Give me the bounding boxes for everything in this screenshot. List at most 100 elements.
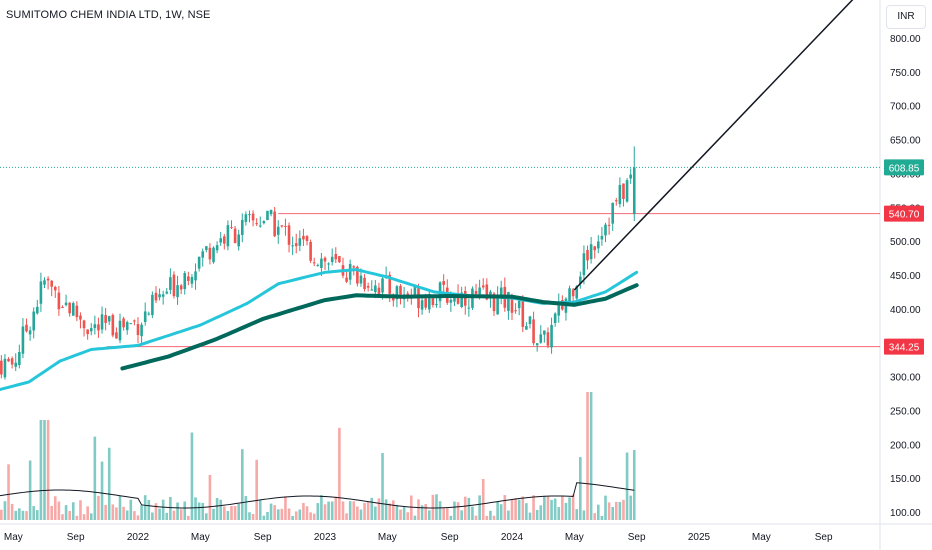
candle-body bbox=[280, 225, 284, 227]
volume-bar bbox=[327, 501, 330, 520]
volume-bar bbox=[294, 511, 298, 520]
volume-bar bbox=[413, 515, 417, 520]
volume-bar bbox=[449, 515, 453, 520]
candle-body bbox=[352, 266, 356, 268]
candle-body bbox=[71, 303, 75, 316]
candle-body bbox=[474, 291, 478, 294]
candle-body bbox=[575, 286, 579, 299]
candle-body bbox=[251, 213, 255, 221]
volume-bar bbox=[104, 504, 107, 520]
volume-bar bbox=[233, 506, 237, 520]
trendline[interactable] bbox=[573, 0, 855, 291]
candle-body bbox=[593, 246, 597, 251]
candle-body bbox=[366, 285, 370, 288]
volume-bar bbox=[377, 498, 381, 520]
volume-bar bbox=[586, 392, 589, 520]
volume-bar bbox=[359, 509, 363, 520]
volume-bar bbox=[161, 499, 165, 520]
candle-body bbox=[10, 358, 14, 365]
volume-bar bbox=[467, 497, 471, 520]
volume-bar bbox=[496, 501, 499, 520]
candle-body bbox=[427, 294, 431, 310]
volume-bar bbox=[57, 501, 61, 520]
candle-body bbox=[618, 184, 622, 205]
time-tick-label: May bbox=[378, 532, 397, 543]
volume-moving-average bbox=[0, 482, 635, 509]
volume-bar bbox=[625, 452, 629, 520]
volume-bar bbox=[481, 479, 485, 520]
volume-bar bbox=[71, 502, 75, 520]
candles bbox=[0, 146, 636, 380]
volume-bar bbox=[7, 464, 10, 520]
price-tick-label: 100.00 bbox=[890, 508, 921, 519]
candle-body bbox=[600, 235, 604, 240]
volume-bar bbox=[392, 500, 395, 520]
candle-body bbox=[197, 256, 201, 269]
candle-body bbox=[510, 295, 514, 313]
currency-button[interactable]: INR bbox=[886, 5, 926, 29]
candle-body bbox=[97, 324, 100, 331]
volume-bar bbox=[543, 495, 546, 520]
candle-body bbox=[125, 322, 129, 331]
volume-bar bbox=[197, 502, 201, 520]
price-tick-label: 500.00 bbox=[890, 237, 921, 248]
volume-bar bbox=[194, 497, 197, 520]
volume-bar bbox=[399, 509, 402, 520]
volume-bar bbox=[611, 506, 614, 520]
volume-bar bbox=[111, 504, 115, 520]
candle-body bbox=[622, 183, 625, 199]
volume-bar bbox=[535, 509, 539, 520]
candle-body bbox=[327, 263, 330, 265]
volume-bar bbox=[356, 506, 359, 520]
volume-bar bbox=[510, 499, 514, 520]
volume-bar bbox=[179, 509, 183, 520]
candle-body bbox=[377, 287, 381, 294]
volume-bar bbox=[32, 506, 36, 520]
candle-body bbox=[546, 332, 550, 346]
candle-body bbox=[320, 258, 323, 268]
volume-bar bbox=[478, 495, 481, 520]
volume-bar bbox=[438, 501, 442, 520]
candle-body bbox=[589, 244, 593, 260]
volume-bar bbox=[334, 496, 338, 520]
candle-body bbox=[14, 362, 18, 367]
candle-body bbox=[82, 320, 86, 329]
volume-bar bbox=[136, 515, 140, 520]
volume-bar bbox=[435, 494, 438, 520]
candle-body bbox=[553, 313, 557, 324]
candle-body bbox=[517, 300, 521, 309]
candle-body bbox=[43, 280, 46, 285]
candle-body bbox=[568, 288, 571, 302]
volume-bar bbox=[125, 510, 129, 520]
candle-body bbox=[413, 286, 417, 295]
candle-body bbox=[255, 223, 258, 225]
candle-body bbox=[187, 276, 190, 281]
volume-bar bbox=[226, 511, 230, 520]
candle-body bbox=[36, 306, 39, 314]
price-tick-label: 300.00 bbox=[890, 373, 921, 384]
volume-bar bbox=[395, 504, 399, 520]
candle-body bbox=[467, 307, 471, 309]
candle-body bbox=[7, 358, 10, 362]
volume-bar bbox=[427, 510, 431, 520]
volume-bar bbox=[499, 504, 503, 520]
candle-body bbox=[330, 256, 334, 263]
volume-bar bbox=[158, 508, 161, 520]
price-label-badge bbox=[884, 159, 924, 176]
candle-body bbox=[442, 281, 445, 285]
volume-bar bbox=[492, 515, 496, 520]
time-tick-label: 2025 bbox=[688, 532, 711, 543]
volume-bar bbox=[154, 503, 158, 520]
volume-bar bbox=[201, 502, 205, 520]
candle-body bbox=[21, 326, 25, 354]
candle-body bbox=[435, 304, 438, 306]
volume-bar bbox=[514, 498, 517, 520]
volume-bar bbox=[276, 509, 280, 520]
candle-body bbox=[302, 235, 305, 240]
volume-bar bbox=[89, 513, 93, 520]
volume-bar bbox=[118, 496, 122, 520]
volume-bar bbox=[575, 509, 579, 520]
candle-body bbox=[107, 316, 111, 322]
volume-bar bbox=[305, 506, 309, 520]
